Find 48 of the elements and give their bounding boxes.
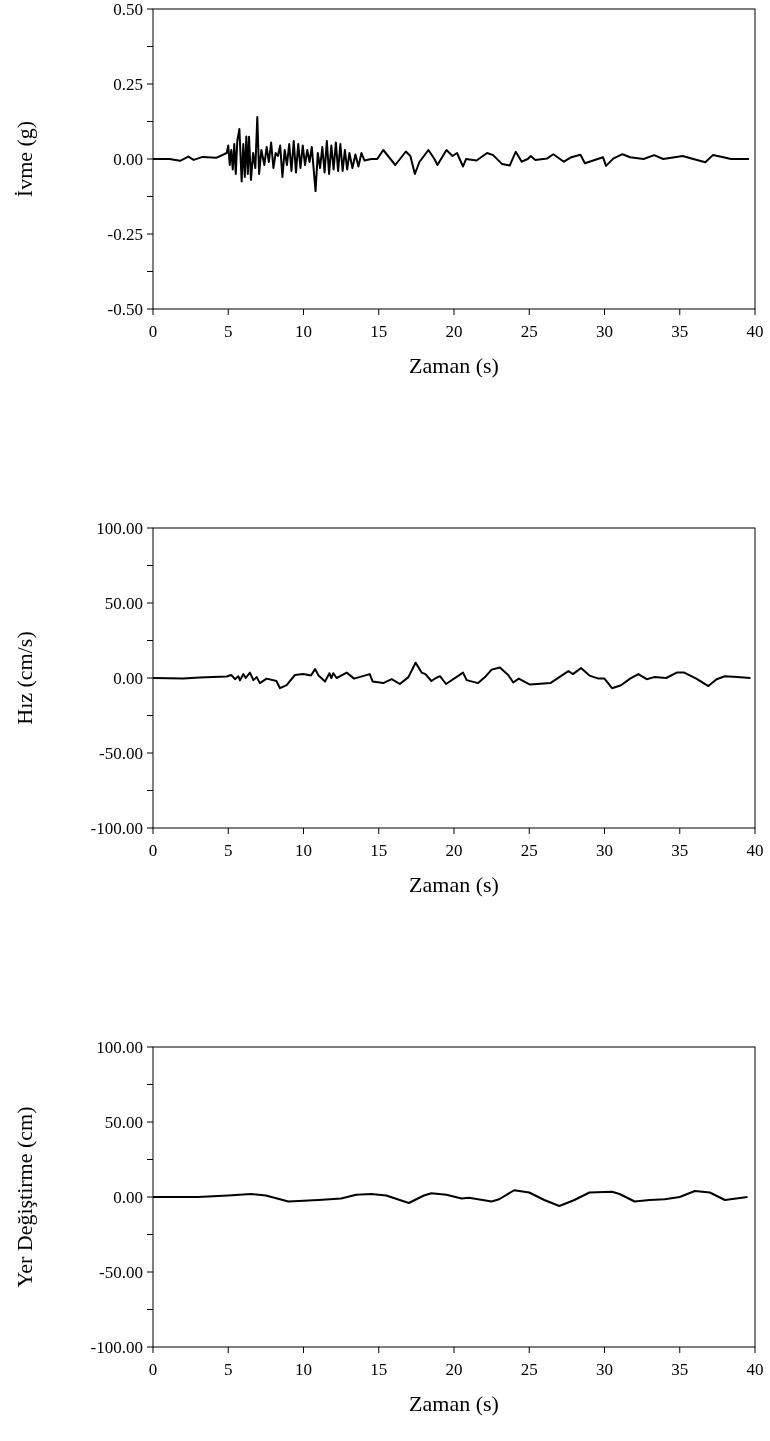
x-tick-label: 5	[224, 1360, 233, 1379]
y-tick-label: 0.25	[113, 74, 143, 94]
x-tick-label: 0	[148, 1360, 158, 1379]
x-axis-title: Zaman (s)	[409, 872, 499, 897]
x-tick-label: 40	[746, 322, 764, 341]
x-axis-title: Zaman (s)	[409, 1391, 499, 1416]
y-tick-label: 0.00	[113, 149, 143, 169]
y-tick-label: -100.00	[90, 818, 143, 838]
y-axis-title: Hız (cm/s)	[12, 631, 37, 725]
x-tick-label: 10	[295, 841, 312, 860]
x-tick-label: 25	[520, 1360, 538, 1379]
y-tick-label: 100.00	[96, 518, 143, 538]
x-tick-label: 5	[224, 841, 233, 860]
x-tick-label: 15	[370, 841, 388, 860]
x-tick-label: 30	[596, 841, 613, 860]
x-tick-label: 35	[671, 1360, 689, 1379]
y-axis-title: İvme (g)	[12, 120, 37, 198]
y-tick-label: 50.00	[104, 593, 143, 613]
x-tick-label: 0	[148, 841, 158, 860]
x-tick-label: 35	[671, 841, 689, 860]
y-tick-label: -50.00	[99, 743, 143, 763]
x-tick-label: 40	[746, 841, 764, 860]
x-tick-label: 20	[445, 322, 463, 341]
x-tick-label: 10	[295, 1360, 312, 1379]
y-tick-label: -50.00	[99, 1262, 143, 1282]
x-axis-title: Zaman (s)	[409, 353, 499, 378]
x-tick-label: 35	[671, 322, 689, 341]
x-tick-label: 0	[148, 322, 158, 341]
x-tick-label: 30	[596, 1360, 613, 1379]
y-tick-label: -100.00	[90, 1337, 143, 1357]
x-tick-label: 25	[520, 322, 538, 341]
y-tick-label: 50.00	[104, 1112, 143, 1132]
y-tick-label: 0.00	[113, 668, 143, 688]
y-tick-label: 0.50	[113, 0, 143, 19]
y-tick-label: -0.50	[107, 299, 143, 319]
y-axis-title: Yer Değiştirme (cm)	[12, 1106, 37, 1288]
x-tick-label: 20	[445, 841, 463, 860]
x-tick-label: 10	[295, 322, 312, 341]
y-tick-label: -0.25	[107, 224, 143, 244]
x-tick-label: 15	[370, 1360, 388, 1379]
x-tick-label: 15	[370, 322, 388, 341]
x-tick-label: 20	[445, 1360, 463, 1379]
x-tick-label: 30	[596, 322, 613, 341]
x-tick-label: 40	[746, 1360, 764, 1379]
x-tick-label: 25	[520, 841, 538, 860]
y-tick-label: 100.00	[96, 1037, 143, 1057]
x-tick-label: 5	[224, 322, 233, 341]
y-tick-label: 0.00	[113, 1187, 143, 1207]
